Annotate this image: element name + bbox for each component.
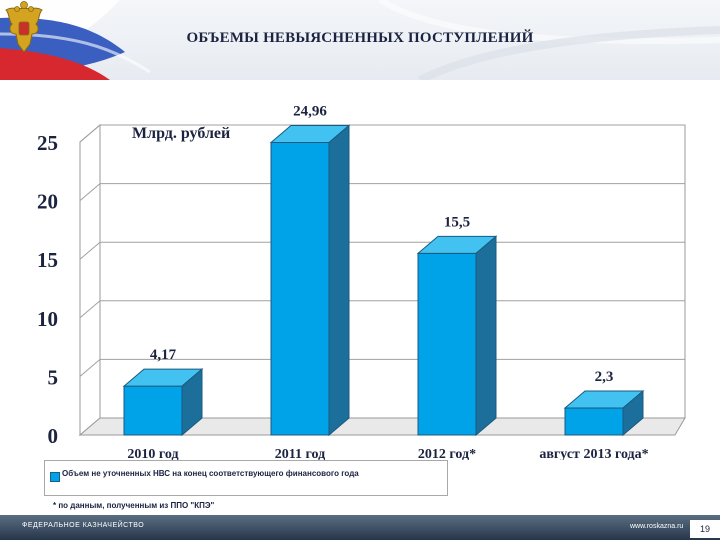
bar-value-label: 15,5: [444, 214, 470, 230]
bar: [123, 385, 183, 436]
footer-url[interactable]: www.roskazna.ru: [630, 523, 684, 530]
bar-value-label: 24,96: [293, 103, 327, 119]
slide-title: ОБЪЕМЫ НЕВЫЯСНЕННЫХ ПОСТУПЛЕНИЙ: [186, 30, 534, 46]
bar-side: [475, 235, 497, 437]
page-number: 19: [690, 520, 720, 538]
y-tick-label: 10: [37, 307, 58, 331]
bar-value-label: 2,3: [595, 369, 614, 385]
footnote: * по данным, полученным из ППО "КПЭ": [53, 501, 215, 510]
bar-value-label: 4,17: [150, 347, 177, 363]
slide-footer: ФЕДЕРАЛЬНОЕ КАЗНАЧЕЙСТВО www.roskazna.ru: [0, 515, 720, 540]
bar: [417, 252, 477, 436]
x-category-label: август 2013 года*: [539, 447, 648, 460]
bar-side: [328, 124, 350, 437]
gridline-diagonal: [79, 124, 101, 143]
bar: [564, 407, 624, 436]
bar-side: [622, 389, 644, 437]
bar-chart: 0 5 10 15 20 25 Млрд. рублей 4,17 2010 год 24,96 2…: [37, 103, 686, 460]
x-category-label: 2012 год*: [418, 447, 476, 460]
x-category-label: 2010 год: [127, 447, 178, 460]
gridline-diagonal: [79, 183, 101, 201]
y-tick-label: 25: [37, 131, 58, 155]
legend-label: Объем не уточненных НВС на конец соответ…: [62, 469, 359, 478]
chart-side-wall: [79, 123, 101, 437]
gridline-diagonal: [79, 359, 101, 377]
y-tick-label: 0: [48, 424, 59, 448]
chart-legend: Объем не уточненных НВС на конец соответ…: [44, 460, 448, 496]
x-category-label: 2011 год: [275, 447, 325, 460]
y-tick-label: 5: [48, 365, 59, 389]
legend-swatch: [50, 472, 60, 482]
bar: [270, 141, 330, 436]
y-tick-label: 15: [37, 248, 58, 272]
gridline-diagonal: [79, 300, 101, 319]
y-tick-label: 20: [37, 190, 58, 214]
bar-side: [181, 368, 203, 437]
slide-header: ОБЪЕМЫ НЕВЫЯСНЕННЫХ ПОСТУПЛЕНИЙ: [0, 0, 720, 80]
double-headed-eagle-emblem-icon: [5, 1, 43, 53]
footer-organization: ФЕДЕРАЛЬНОЕ КАЗНАЧЕЙСТВО: [22, 522, 145, 529]
y-axis-unit-label: Млрд. рублей: [132, 125, 230, 142]
gridline-diagonal: [79, 241, 101, 260]
